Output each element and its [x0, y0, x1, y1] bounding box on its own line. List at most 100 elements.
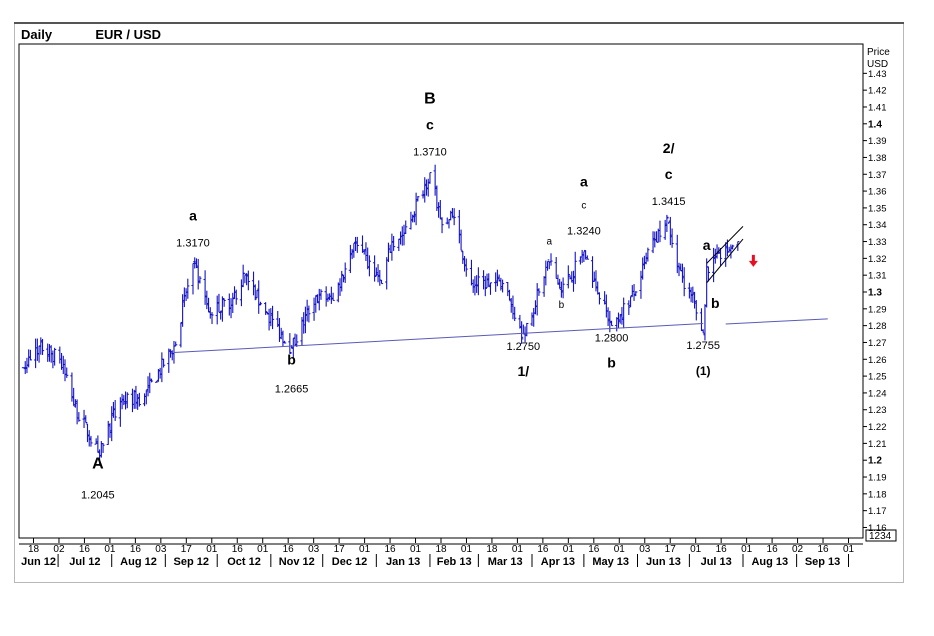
- month-label: Mar 13: [488, 556, 523, 568]
- ohlc-bar: [319, 289, 323, 300]
- ohlc-bar: [269, 308, 273, 327]
- x-day-label: 17: [334, 544, 346, 555]
- x-day-label: 01: [257, 544, 269, 555]
- ohlc-bar: [559, 281, 563, 298]
- ohlc-bar: [400, 226, 404, 246]
- ohlc-bar: [270, 305, 275, 330]
- ohlc-bar: [73, 399, 77, 408]
- x-day-label: 03: [308, 544, 320, 555]
- y-tick-label: 1.43: [868, 69, 887, 80]
- x-day-label: 01: [104, 544, 116, 555]
- wave-label: a: [189, 207, 197, 223]
- ohlc-bar: [461, 251, 465, 264]
- ohlc-bar: [328, 293, 332, 301]
- ohlc-bar: [386, 242, 391, 263]
- ohlc-bar: [144, 390, 148, 405]
- ohlc-bar: [101, 443, 105, 453]
- ohlc-bar: [703, 304, 707, 341]
- ohlc-bar: [500, 279, 505, 293]
- down-arrow-icon: [748, 254, 758, 267]
- x-day-label: 16: [385, 544, 397, 555]
- wave-label: 2/: [663, 140, 675, 156]
- ohlc-bar: [646, 247, 650, 262]
- ohlc-bar: [82, 409, 86, 428]
- x-day-label: 02: [53, 544, 65, 555]
- ohlc-bar: [658, 220, 662, 243]
- y-tick-label: 1.27: [868, 338, 887, 349]
- x-day-label: 16: [817, 544, 829, 555]
- y-tick-label: 1.4: [868, 119, 882, 130]
- ohlc-bar: [694, 300, 698, 321]
- ohlc-bar: [324, 286, 328, 307]
- month-label: Jul 12: [69, 556, 100, 568]
- wave-label: 1/: [517, 363, 529, 379]
- x-day-label: 17: [181, 544, 193, 555]
- ohlc-bar: [663, 219, 667, 240]
- wave-label: B: [424, 91, 436, 108]
- ohlc-bar: [390, 233, 394, 261]
- ohlc-bar: [46, 343, 50, 362]
- month-label: Sep 13: [805, 556, 840, 568]
- x-day-label: 18: [486, 544, 498, 555]
- ohlc-bar: [336, 282, 340, 303]
- ohlc-bar: [632, 284, 636, 301]
- price-label: 1.3710: [413, 147, 447, 159]
- ohlc-bar: [232, 286, 237, 299]
- ohlc-bar: [182, 287, 186, 308]
- y-tick-label: 1.34: [868, 220, 887, 231]
- y-tick-label: 1.25: [868, 372, 887, 383]
- y-tick-label: 1.22: [868, 422, 887, 433]
- month-label: Aug 12: [120, 556, 157, 568]
- ohlc-bar: [307, 305, 311, 323]
- ohlc-bar: [639, 270, 643, 299]
- ohlc-bar: [96, 435, 100, 454]
- ohlc-bar: [556, 274, 560, 285]
- ohlc-bar: [706, 266, 711, 282]
- month-label: Oct 12: [227, 556, 261, 568]
- ohlc-bar: [355, 236, 359, 253]
- plot-area: [18, 43, 864, 539]
- wave-annotations: A1.20451.3170ab1.26651.3710cB1.27501/ab1…: [81, 91, 720, 502]
- ohlc-bar: [566, 265, 570, 289]
- month-label: Dec 12: [332, 556, 367, 568]
- ohlc-bar: [85, 423, 90, 443]
- x-day-label: 16: [232, 544, 244, 555]
- wave-label: b: [287, 351, 296, 367]
- ohlc-bar: [414, 192, 418, 226]
- ohlc-bar: [28, 349, 33, 361]
- month-label: Nov 12: [279, 556, 315, 568]
- ohlc-bar: [582, 251, 586, 262]
- ohlc-bar: [606, 307, 610, 326]
- x-day-label: 02: [792, 544, 804, 555]
- ohlc-bar: [392, 235, 396, 251]
- ohlc-bar: [132, 389, 136, 409]
- month-label: Sep 12: [174, 556, 209, 568]
- ohlc-bar: [440, 217, 444, 234]
- ohlc-bar: [397, 238, 401, 252]
- ohlc-bar: [120, 393, 124, 410]
- ohlc-bar: [70, 372, 74, 402]
- ohlc-bar: [255, 290, 259, 299]
- x-day-label: 01: [410, 544, 422, 555]
- ohlc-bar: [267, 308, 271, 331]
- last-price-box: [865, 529, 897, 542]
- ohlc-bar: [447, 218, 451, 229]
- y-tick-label: 1.37: [868, 170, 887, 181]
- x-day-label: 03: [155, 544, 167, 555]
- wave-label: a: [703, 237, 711, 253]
- ohlc-bar: [476, 267, 480, 296]
- wave-label: b: [711, 295, 720, 311]
- ohlc-bar: [580, 249, 584, 263]
- ohlc-bar: [40, 338, 45, 355]
- ohlc-bar: [362, 249, 366, 255]
- ohlc-bar: [459, 229, 463, 251]
- ohlc-bar: [196, 258, 200, 290]
- ohlc-bar: [549, 253, 553, 266]
- price-label: 1.2750: [507, 341, 541, 353]
- y-tick-label: 1.3: [868, 288, 882, 299]
- trendline: [173, 322, 704, 354]
- ohlc-bar: [329, 286, 333, 304]
- ohlc-bar: [711, 247, 716, 283]
- ohlc-bar: [39, 337, 43, 355]
- month-label: Jun 12: [21, 556, 56, 568]
